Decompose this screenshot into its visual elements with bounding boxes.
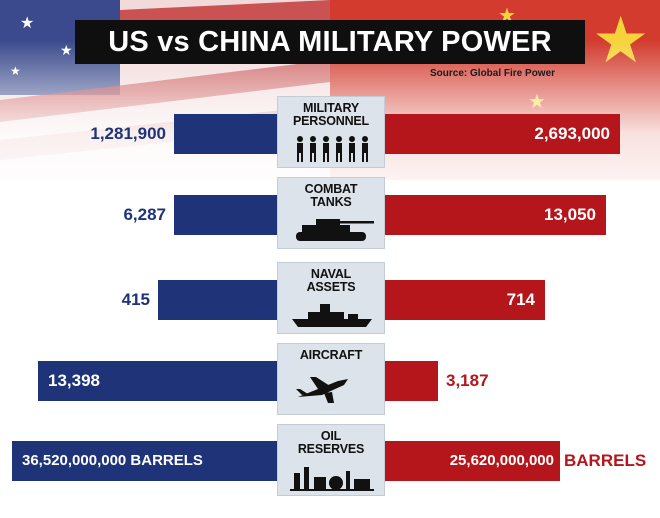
us-value-military-personnel: 1,281,900 xyxy=(90,124,166,143)
category-label: MILITARY PERSONNEL xyxy=(293,101,369,128)
category-panel-military-personnel: MILITARY PERSONNEL xyxy=(277,96,385,168)
category-panel-aircraft: AIRCRAFT xyxy=(277,343,385,415)
tank-icon xyxy=(296,219,374,241)
category-panel-oil-reserves: OIL RESERVES xyxy=(277,424,385,496)
china-value-aircraft: 3,187 xyxy=(446,371,489,390)
china-oil-unit: BARRELS xyxy=(564,451,647,470)
category-panel-naval-assets: NAVAL ASSETS xyxy=(277,262,385,334)
us-bar-military-personnel xyxy=(174,114,280,154)
warship-icon xyxy=(292,304,372,327)
category-panel-combat-tanks: COMBAT TANKS xyxy=(277,177,385,249)
category-label: OIL RESERVES xyxy=(297,429,365,456)
us-bar-oil-reserves xyxy=(12,441,280,481)
category-label: AIRCRAFT xyxy=(299,348,363,362)
us-bar-naval-assets xyxy=(158,280,280,320)
china-value-combat-tanks: 13,050 xyxy=(544,205,596,224)
china-value-naval-assets: 714 xyxy=(506,290,535,309)
us-value-oil-reserves: 36,520,000,000 BARRELS xyxy=(22,452,203,469)
us-value-combat-tanks: 6,287 xyxy=(123,205,166,224)
china-bar-military-personnel xyxy=(385,114,620,154)
china-bar-oil-reserves xyxy=(385,441,560,481)
china-bar-naval-assets xyxy=(385,280,545,320)
soldiers-icon xyxy=(297,136,368,162)
chart-title: US vs CHINA MILITARY POWER xyxy=(75,20,585,64)
category-label: COMBAT TANKS xyxy=(304,182,358,209)
svg-text:★: ★ xyxy=(20,13,34,32)
category-label: NAVAL ASSETS xyxy=(306,267,356,294)
source-note: Source: Global Fire Power xyxy=(430,68,556,79)
us-value-aircraft: 13,398 xyxy=(48,371,100,390)
refinery-icon xyxy=(290,467,374,491)
china-bar-aircraft xyxy=(385,361,438,401)
fighter-jet-icon xyxy=(296,377,348,403)
us-bar-combat-tanks xyxy=(174,195,280,235)
china-value-oil-reserves: 25,620,000,000 xyxy=(449,452,554,469)
china-bar-combat-tanks xyxy=(385,195,606,235)
us-value-naval-assets: 415 xyxy=(121,290,150,309)
us-bar-aircraft xyxy=(38,361,280,401)
china-value-military-personnel: 2,693,000 xyxy=(534,124,610,143)
